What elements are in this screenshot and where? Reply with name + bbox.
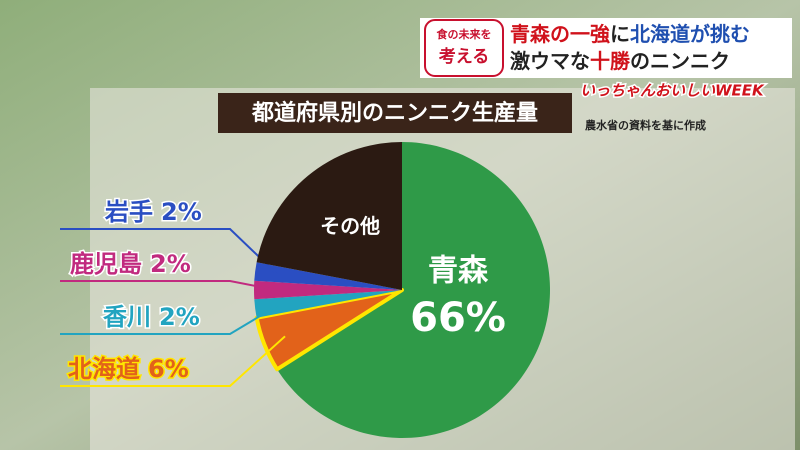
label-value: 2% <box>150 250 191 278</box>
slice-label: その他 <box>320 214 380 238</box>
pie-slice <box>254 262 402 290</box>
pie-slice <box>253 280 402 300</box>
leader-line <box>60 304 278 335</box>
label-name: 香川 <box>103 303 151 331</box>
logo-line: 考える <box>438 46 490 67</box>
outer-label: 北海道 6% <box>68 355 189 383</box>
slice-label: 青森 <box>428 254 489 289</box>
label-name: 岩手 <box>104 198 153 226</box>
corner-title: いっちゃんおいしいWEEK <box>580 82 765 100</box>
slice-value-label: 66% <box>410 295 506 341</box>
leader-line <box>60 280 277 291</box>
outer-label: 鹿児島 2% <box>70 250 191 278</box>
label-value: 2% <box>159 303 200 331</box>
headline: 青森の一強に北海道が挑む <box>510 22 750 46</box>
label-name: 北海道 <box>68 355 140 383</box>
subheadline: 激ウマな十勝のニンニク <box>510 49 730 73</box>
label-value: 6% <box>148 355 189 383</box>
leader-line <box>60 335 286 387</box>
label-name: 鹿児島 <box>70 250 142 278</box>
pie-slice <box>277 142 551 439</box>
outer-label: 香川 2% <box>103 303 200 331</box>
pie-slice <box>254 290 402 318</box>
pie-slice <box>256 142 402 290</box>
title-box <box>218 93 572 133</box>
chart-title: 都道府県別のニンニク生産量 <box>251 100 538 126</box>
pie: 青森 66% 北海道 6% 香川 2% 鹿児島 2% 岩手 2% その他 <box>60 142 551 439</box>
logo <box>424 19 504 77</box>
outer-label: 岩手 2% <box>104 198 202 226</box>
label-value: 2% <box>161 198 202 226</box>
source-note: 農水省の資料を基に作成 <box>585 118 706 132</box>
logo-line: 食の未来を <box>437 27 492 41</box>
